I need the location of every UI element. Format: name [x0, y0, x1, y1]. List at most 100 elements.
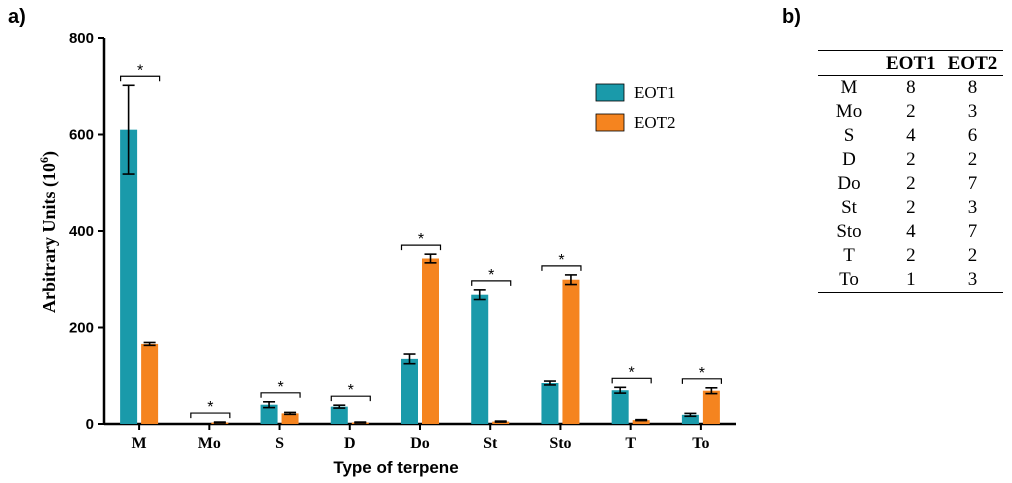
terpene-count-table: EOT1 EOT2 M 8 8 Mo 2 3 S 4 6 D 2 2 Do 2 7 St 2 3 Sto 4 7 T 2 2 T… — [818, 50, 1004, 293]
bar-eot2 — [562, 279, 580, 424]
x-tick-label: Mo — [198, 435, 221, 452]
significance-star: * — [558, 252, 564, 269]
bar-eot1 — [611, 390, 629, 424]
table-row: Sto 4 7 — [818, 220, 1003, 244]
bar-eot1 — [120, 129, 138, 425]
x-tick-label: Do — [410, 435, 430, 452]
significance-bracket — [471, 280, 512, 286]
table-cell: 2 — [906, 245, 916, 266]
significance-star: * — [137, 62, 143, 79]
bar-eot2 — [422, 258, 439, 424]
table-cell: M — [840, 77, 858, 98]
significance-star: * — [699, 365, 705, 382]
table-cell: 2 — [906, 149, 916, 170]
y-tick-label: 800 — [69, 30, 94, 47]
bar-eot1 — [260, 404, 278, 424]
table-cell: Sto — [836, 221, 862, 242]
table-row: S 4 6 — [818, 124, 1003, 148]
x-tick-label: M — [132, 435, 147, 452]
table-cell: 2 — [906, 197, 916, 218]
significance-star: * — [348, 382, 354, 399]
table-header-cell: EOT2 — [941, 50, 1004, 76]
bar-eot1 — [681, 414, 699, 424]
legend-label-eot1: EOT1 — [634, 83, 676, 102]
bar-eot2 — [632, 420, 650, 424]
table-cell: St — [841, 197, 857, 218]
table-cell: 2 — [967, 149, 978, 170]
significance-star: * — [207, 399, 213, 416]
table-cell: 4 — [906, 221, 916, 242]
chart-bars — [120, 84, 720, 425]
significance-bracket — [681, 378, 722, 384]
table-cell: 8 — [967, 77, 978, 98]
significance-bracket — [260, 392, 301, 398]
significance-bracket — [330, 395, 371, 402]
table-cell: Mo — [835, 101, 863, 122]
x-tick-label: Sto — [549, 435, 571, 452]
bar-eot1 — [401, 358, 418, 424]
significance-bracket — [400, 244, 442, 251]
table-cell: To — [818, 268, 880, 293]
table-cell: 1 — [880, 268, 942, 293]
table-row: Mo 2 3 — [818, 100, 1003, 124]
table-row: Do 2 7 — [818, 172, 1003, 196]
legend-swatch-eot2 — [595, 113, 625, 132]
significance-star: * — [277, 379, 283, 396]
table-header-cell — [818, 50, 880, 76]
table-cell: T — [843, 245, 855, 266]
significance-star: * — [488, 267, 494, 284]
table-cell: 7 — [967, 221, 978, 242]
table-row: D 2 2 — [818, 148, 1003, 172]
chart-legend: EOT1 EOT2 — [595, 83, 676, 132]
x-tick-label: To — [692, 435, 709, 452]
significance-bracket — [120, 75, 161, 82]
y-axis-title: Arbitrary Units (106) — [37, 151, 60, 313]
table-cell: 2 — [967, 245, 978, 266]
bar-eot2 — [141, 343, 159, 424]
bar-eot1 — [471, 294, 489, 424]
legend-swatch-eot1 — [595, 83, 625, 102]
table-cell: 2 — [906, 101, 916, 122]
y-tick-label: 400 — [69, 223, 94, 240]
panel-b-label: b) — [782, 6, 801, 28]
table-cell: 2 — [906, 173, 916, 194]
table-cell: 4 — [906, 125, 916, 146]
significance-bracket — [541, 265, 582, 271]
x-tick-label: S — [275, 435, 284, 452]
chart-axes: 0 200 400 600 800 M Mo S D Do St Sto T To — [69, 30, 736, 452]
table-cell: 3 — [941, 268, 1004, 293]
y-tick-label: 200 — [69, 320, 94, 337]
table-cell: 3 — [967, 197, 978, 218]
table-cell: S — [843, 125, 855, 146]
x-axis-title: Type of terpene — [333, 458, 458, 477]
bar-chart: 0 200 400 600 800 M Mo S D Do St Sto T To * * * * * * * * * E… — [37, 30, 736, 477]
x-tick-label: St — [483, 435, 498, 452]
bar-eot1 — [541, 382, 559, 424]
x-tick-label: D — [344, 435, 356, 452]
table-cell: 7 — [967, 173, 978, 194]
table-header-cell: EOT1 — [880, 50, 942, 76]
table-cell: 6 — [967, 125, 978, 146]
table-row: St 2 3 — [818, 196, 1003, 220]
bar-eot2 — [702, 390, 720, 424]
table-header-row: EOT1 EOT2 — [818, 50, 1004, 76]
y-tick-label: 0 — [86, 416, 94, 433]
bar-eot1 — [330, 406, 348, 424]
significance-bracket — [190, 412, 231, 419]
significance-star: * — [418, 231, 424, 248]
significance-bracket — [611, 377, 652, 384]
table-cell: Do — [837, 173, 861, 194]
legend-label-eot2: EOT2 — [634, 113, 676, 132]
table-row: M 8 8 — [818, 76, 1003, 101]
bar-eot2 — [281, 413, 299, 424]
significance-star: * — [629, 364, 635, 381]
panel-a-label: a) — [8, 6, 26, 28]
table-cell: 3 — [967, 101, 978, 122]
y-tick-label: 600 — [69, 127, 94, 144]
table-row: T 2 2 — [818, 244, 1003, 268]
table-cell: 8 — [906, 77, 916, 98]
x-tick-label: T — [625, 435, 636, 452]
table-row: To 1 3 — [818, 268, 1004, 293]
significance-marks: * * * * * * * * * — [120, 62, 722, 419]
table-cell: D — [842, 149, 856, 170]
